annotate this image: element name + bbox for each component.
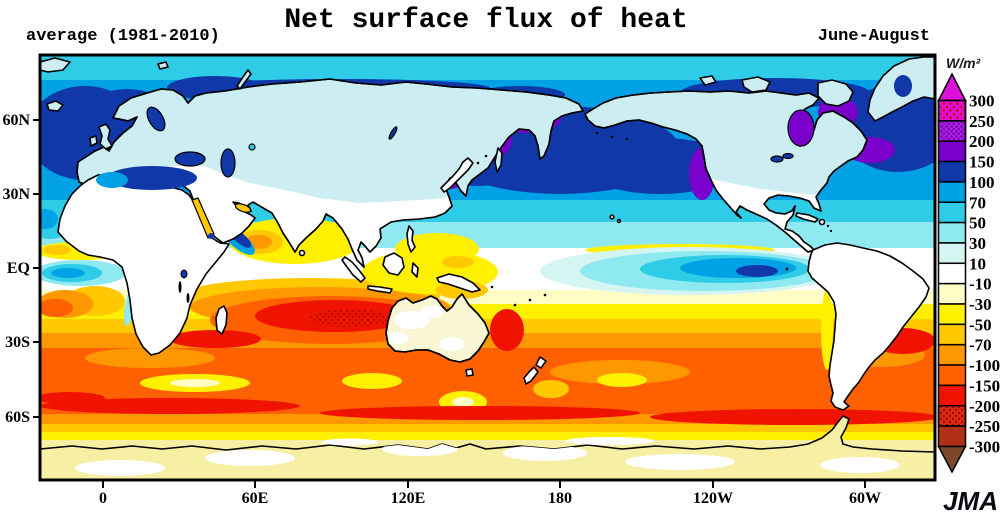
colorbar-tick: -10: [969, 275, 992, 294]
colorbar-cell: [937, 282, 967, 305]
lon-label-180: 180: [548, 490, 572, 507]
colorbar-arrow-bottom: [937, 445, 967, 474]
colorbar-tick: -50: [969, 315, 992, 334]
colorbar-tick: -200: [969, 397, 1000, 416]
colorbar-tick: 70: [969, 193, 986, 212]
colorbar-tick: -250: [969, 417, 1000, 436]
page-title: Net surface flux of heat: [284, 5, 687, 36]
lon-label-120e: 120E: [391, 490, 426, 507]
colorbar-cell: [937, 181, 967, 203]
lon-label-0: 0: [99, 490, 107, 507]
colorbar-tick: 30: [969, 234, 986, 253]
colorbar-cell: [937, 160, 967, 183]
lat-label-60n: 60N: [2, 112, 30, 129]
colorbar-cell: [937, 140, 967, 163]
lat-label-eq: EQ: [7, 260, 30, 277]
jma-logo: JMA: [943, 486, 998, 514]
lon-label-120w: 120W: [693, 490, 733, 507]
colorbar-tick: -150: [969, 376, 1000, 395]
colorbar-tick: 50: [969, 214, 986, 233]
colorbar-cell: [937, 343, 967, 366]
colorbar-cell: [937, 425, 967, 448]
colorbar-cell: [937, 262, 967, 285]
lat-label-30s: 30S: [5, 334, 30, 351]
colorbar-tick: 200: [969, 132, 995, 151]
flux-field-map: [40, 55, 935, 480]
lon-label-60w: 60W: [849, 490, 881, 507]
colorbar-tick: 10: [969, 254, 986, 273]
subtitle-season: June-August: [818, 27, 930, 46]
subtitle-period: average (1981-2010): [26, 27, 220, 46]
lat-axis: 60N 30N EQ 30S 60S: [2, 112, 40, 426]
colorbar-unit: W/m²: [946, 55, 981, 71]
colorbar-cell: [937, 242, 967, 265]
inland-seas: [96, 106, 815, 303]
lat-label-60s: 60S: [5, 409, 30, 426]
colorbar-tick: 300: [969, 92, 995, 111]
lat-label-30n: 30N: [2, 186, 30, 203]
colorbar-tick: -70: [969, 336, 992, 355]
colorbar-cell: [937, 384, 967, 407]
colorbar-arrow-top: [937, 72, 967, 102]
colorbar-cell: [937, 303, 967, 326]
colorbar-tick: 250: [969, 112, 995, 131]
lon-axis: 0 60E 120E 180 120W 60W: [99, 480, 881, 507]
colorbar-tick: 150: [969, 153, 995, 172]
colorbar-tick: -100: [969, 356, 1000, 375]
colorbar: W/m² 300 250 200 150 100 70 50 30 10 -10…: [937, 55, 1000, 474]
lon-label-60e: 60E: [242, 490, 269, 507]
colorbar-tick: -300: [969, 437, 1000, 456]
colorbar-cell: [937, 201, 967, 224]
colorbar-cell: [937, 364, 967, 387]
colorbar-cell: [937, 323, 967, 346]
colorbar-tick: 100: [969, 173, 995, 192]
colorbar-tick: -30: [969, 295, 992, 314]
colorbar-cell: [937, 221, 967, 244]
